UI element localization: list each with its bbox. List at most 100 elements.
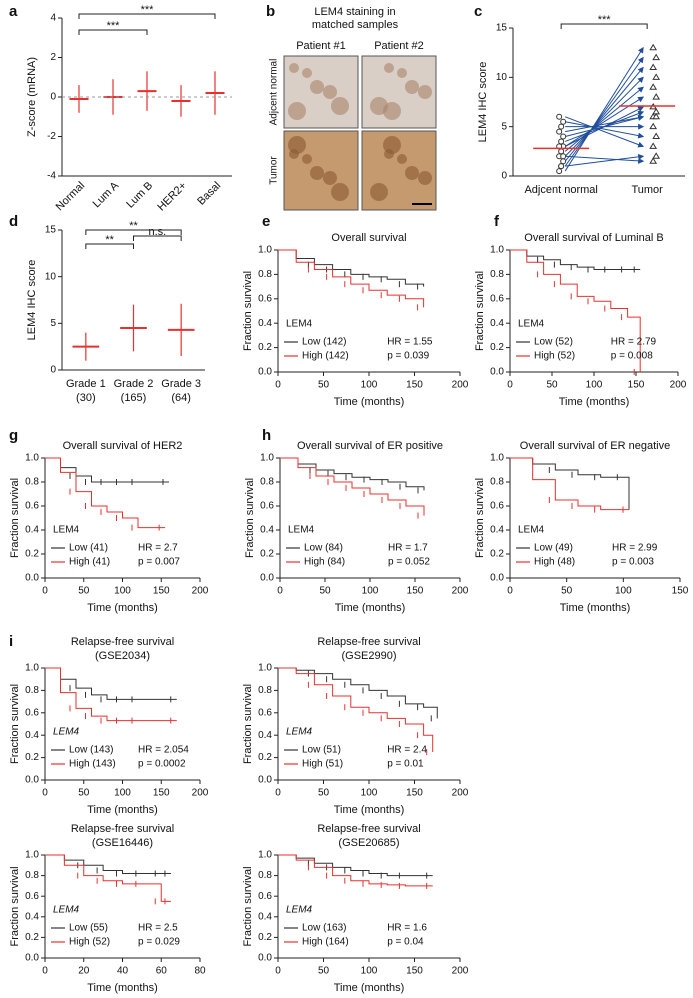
legend-label: Low (55) (69, 923, 108, 934)
x-tick-label: 50 (561, 586, 573, 597)
y-axis-label: Fraction survival (242, 271, 254, 351)
legend-label: Low (41) (69, 543, 108, 554)
significance-bracket (78, 29, 148, 35)
pair-arrow (565, 114, 645, 133)
y-tick-label: 4 (50, 13, 56, 24)
survival-curve (510, 249, 641, 372)
legend-label: Low (51) (302, 745, 341, 756)
pair-arrow (565, 155, 645, 164)
y-axis-label: Fraction survival (244, 478, 256, 558)
x-tick-label: 0 (275, 788, 281, 799)
panel-label: a (9, 3, 18, 20)
survival-curve (45, 667, 177, 722)
chart-subtitle: (GSE2990) (341, 650, 396, 662)
y-tick-label: 0.4 (25, 525, 39, 536)
stain-spot (302, 154, 312, 164)
y-axis-label: Fraction survival (9, 684, 21, 764)
y-axis-label: Fraction survival (9, 866, 21, 946)
legend-label: Low (52) (534, 337, 573, 348)
x-axis-label: Time (months) (334, 982, 405, 994)
x-axis-label: Time (months) (334, 396, 405, 408)
x-tick-label: 50 (78, 586, 90, 597)
panel-label: d (9, 213, 18, 230)
stain-spot (405, 80, 419, 94)
x-tick-label: 0 (42, 966, 48, 977)
legend-title: LEM4 (518, 525, 545, 536)
x-tick-label: 150 (406, 788, 423, 799)
legend-title: LEM4 (53, 727, 80, 738)
survival-curve (45, 457, 166, 529)
stain-spot (397, 154, 407, 164)
chart-title: Overall survival of HER2 (63, 440, 183, 452)
y-tick-label: 0.8 (25, 477, 39, 488)
x-axis-label: Time (months) (334, 804, 405, 816)
legend-title: LEM4 (518, 319, 545, 330)
before-point (556, 113, 563, 120)
y-tick-label: 0.4 (490, 525, 504, 536)
after-point (649, 142, 658, 149)
hazard-ratio: HR = 2.4 (387, 745, 427, 756)
x-tick-label: 50 (78, 788, 90, 799)
significance-label: *** (141, 4, 155, 16)
x-tick-label: 0 (507, 380, 513, 391)
y-tick-label: 0 (501, 171, 507, 182)
significance-bracket (85, 243, 134, 249)
y-tick-label: 5 (501, 121, 507, 132)
y-tick-label: -4 (47, 171, 56, 182)
y-tick-label: 0.2 (490, 342, 504, 353)
legend-label: High (48) (534, 557, 575, 568)
p-value: p = 0.01 (387, 759, 424, 770)
y-tick-label: 0.2 (25, 932, 39, 943)
y-tick-label: 15 (45, 225, 57, 236)
y-tick-label: 1.0 (260, 453, 274, 464)
after-point (652, 152, 661, 159)
pair-arrow (564, 66, 644, 162)
stain-spot (289, 63, 299, 73)
survival-curve (278, 854, 433, 887)
y-tick-label: 10 (496, 72, 508, 83)
x-tick-label: 0 (507, 586, 513, 597)
x-tick-label: Grade 2 (114, 378, 154, 390)
before-point (560, 118, 567, 125)
chart-title: Relapse-free survival (317, 823, 420, 835)
stain-spot (397, 68, 407, 78)
significance-label: ** (105, 234, 114, 246)
y-tick-label: 1.0 (258, 663, 272, 674)
stain-spot (310, 80, 324, 94)
y-tick-label: 0.2 (25, 549, 39, 560)
significance-bracket (133, 235, 182, 241)
y-tick-label: 0.2 (258, 752, 272, 763)
x-tick-label: 100 (361, 788, 378, 799)
x-tick-label: 150 (407, 586, 424, 597)
stain-spot (288, 136, 306, 154)
stain-spot (323, 85, 337, 99)
before-point (560, 158, 567, 165)
y-tick-label: 0.6 (258, 293, 272, 304)
x-tick-label: 100 (615, 586, 632, 597)
x-axis-label: Time (months) (335, 602, 406, 614)
chart-subtitle: (GSE2034) (95, 650, 150, 662)
survival-curve (45, 854, 171, 902)
y-tick-label: 0.0 (260, 573, 274, 584)
after-point (649, 63, 658, 70)
panel-title: matched samples (312, 19, 399, 31)
hazard-ratio: HR = 1.7 (388, 543, 428, 554)
x-tick-label: 150 (153, 586, 170, 597)
y-tick-label: 0.8 (258, 269, 272, 280)
legend-title: LEM4 (288, 525, 315, 536)
y-tick-label: 0.4 (260, 525, 274, 536)
p-value: p = 0.039 (387, 351, 429, 362)
stain-spot (370, 183, 388, 201)
y-tick-label: 0.2 (25, 752, 39, 763)
legend-label: Low (142) (302, 337, 346, 348)
x-tick-label: 150 (672, 586, 689, 597)
y-tick-label: 0.4 (25, 911, 39, 922)
y-tick-label: 0.6 (258, 707, 272, 718)
y-tick-label: 1.0 (490, 453, 504, 464)
survival-curve (278, 854, 433, 877)
stain-spot (310, 166, 324, 180)
x-tick-label: 40 (117, 966, 129, 977)
p-value: p = 0.0002 (138, 759, 186, 770)
stain-spot (288, 102, 306, 120)
x-tick-label: 50 (546, 380, 558, 391)
